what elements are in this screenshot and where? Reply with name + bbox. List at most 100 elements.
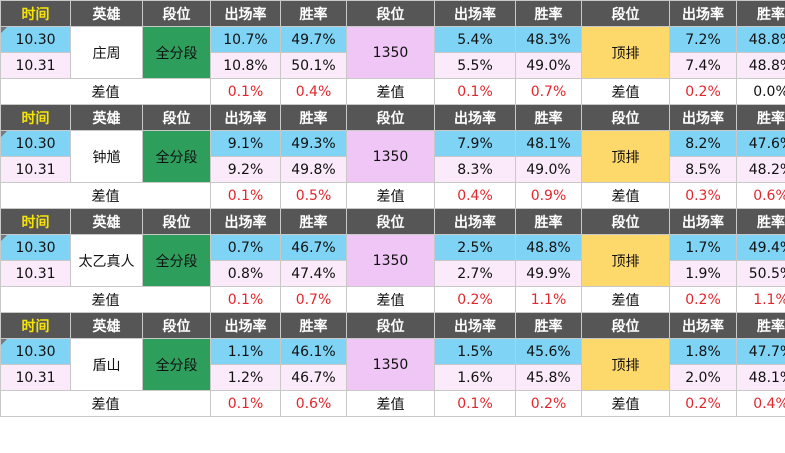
pick-rate-cell: 1.9%: [669, 260, 737, 287]
tier-top-label: 顶排: [581, 234, 670, 287]
header-time: 时间: [0, 104, 71, 131]
pick-rate-cell: 7.9%: [434, 130, 516, 157]
tier-all-label: 全分段: [142, 234, 211, 287]
win-rate-cell: 48.8%: [515, 234, 582, 261]
diff-row: 差值0.1%0.4%差值0.1%0.7%差值0.2%0.0%: [0, 78, 785, 105]
diff-win-cell: 1.1%: [736, 286, 785, 313]
pick-rate-cell: 1.5%: [434, 338, 516, 365]
date-cell: 10.30: [0, 338, 71, 365]
hero-name: 钟馗: [70, 130, 143, 183]
header-hero: 英雄: [70, 104, 143, 131]
diff-label: 差值: [0, 286, 211, 313]
diff-win-cell: 0.6%: [736, 182, 785, 209]
tier-all-label: 全分段: [142, 26, 211, 79]
win-rate-cell: 47.7%: [736, 338, 785, 365]
date-cell: 10.30: [0, 130, 71, 157]
date-cell: 10.31: [0, 364, 71, 391]
pick-rate-cell: 1.6%: [434, 364, 516, 391]
header-hero: 英雄: [70, 208, 143, 235]
diff-win-cell: 0.4%: [736, 390, 785, 417]
header-win-rate: 胜率: [515, 104, 582, 131]
header-pick-rate: 出场率: [434, 312, 516, 339]
pick-rate-cell: 9.1%: [210, 130, 281, 157]
header-win-rate: 胜率: [280, 0, 347, 27]
diff-win-cell: 0.9%: [515, 182, 582, 209]
header-row: 时间 英雄 段位 出场率 胜率 段位 出场率 胜率 段位 出场率 胜率: [0, 0, 785, 27]
win-rate-cell: 45.8%: [515, 364, 582, 391]
pick-rate-cell: 0.7%: [210, 234, 281, 261]
pick-rate-cell: 10.8%: [210, 52, 281, 79]
pick-rate-cell: 1.2%: [210, 364, 281, 391]
diff-pick-cell: 0.1%: [210, 78, 281, 105]
header-hero: 英雄: [70, 0, 143, 27]
diff-label: 差值: [346, 390, 435, 417]
hero-name: 太乙真人: [70, 234, 143, 287]
header-time: 时间: [0, 208, 71, 235]
data-row-10-30: 10.30 盾山 全分段 1.1% 46.1% 1350 1.5% 45.6% 顶排 1.8% 47…: [0, 338, 785, 391]
win-rate-cell: 48.2%: [736, 156, 785, 183]
diff-label: 差值: [581, 182, 670, 209]
pick-rate-cell: 9.2%: [210, 156, 281, 183]
header-pick-rate: 出场率: [669, 312, 737, 339]
diff-pick-cell: 0.1%: [434, 78, 516, 105]
diff-label: 差值: [0, 78, 211, 105]
win-rate-cell: 49.3%: [280, 130, 347, 157]
tier-1350-label: 1350: [346, 130, 435, 183]
diff-win-cell: 1.1%: [515, 286, 582, 313]
win-rate-cell: 49.4%: [736, 234, 785, 261]
diff-win-cell: 0.6%: [280, 390, 347, 417]
header-time: 时间: [0, 312, 71, 339]
diff-pick-cell: 0.2%: [669, 390, 737, 417]
header-tier: 段位: [346, 104, 435, 131]
diff-row: 差值0.1%0.6%差值0.1%0.2%差值0.2%0.4%: [0, 390, 785, 417]
header-pick-rate: 出场率: [669, 0, 737, 27]
pick-rate-cell: 7.2%: [669, 26, 737, 53]
header-tier: 段位: [346, 208, 435, 235]
tier-1350-label: 1350: [346, 234, 435, 287]
win-rate-cell: 49.8%: [280, 156, 347, 183]
header-row: 时间 英雄 段位 出场率 胜率 段位 出场率 胜率 段位 出场率 胜率: [0, 104, 785, 131]
header-pick-rate: 出场率: [210, 312, 281, 339]
header-pick-rate: 出场率: [669, 208, 737, 235]
win-rate-cell: 50.1%: [280, 52, 347, 79]
pick-rate-cell: 5.5%: [434, 52, 516, 79]
pick-rate-cell: 8.5%: [669, 156, 737, 183]
pick-rate-cell: 0.8%: [210, 260, 281, 287]
diff-win-cell: 0.7%: [515, 78, 582, 105]
header-win-rate: 胜率: [515, 208, 582, 235]
diff-pick-cell: 0.3%: [669, 182, 737, 209]
win-rate-cell: 46.7%: [280, 234, 347, 261]
pick-rate-cell: 7.4%: [669, 52, 737, 79]
diff-pick-cell: 0.2%: [669, 78, 737, 105]
header-win-rate: 胜率: [736, 0, 785, 27]
pick-rate-cell: 1.7%: [669, 234, 737, 261]
header-win-rate: 胜率: [280, 312, 347, 339]
diff-pick-cell: 0.2%: [434, 286, 516, 313]
header-tier: 段位: [142, 0, 211, 27]
diff-row: 差值0.1%0.5%差值0.4%0.9%差值0.3%0.6%: [0, 182, 785, 209]
diff-pick-cell: 0.1%: [210, 390, 281, 417]
date-cell: 10.30: [0, 26, 71, 53]
header-tier: 段位: [142, 312, 211, 339]
header-row: 时间 英雄 段位 出场率 胜率 段位 出场率 胜率 段位 出场率 胜率: [0, 312, 785, 339]
header-win-rate: 胜率: [736, 312, 785, 339]
diff-label: 差值: [581, 390, 670, 417]
win-rate-cell: 46.7%: [280, 364, 347, 391]
header-tier: 段位: [581, 104, 670, 131]
header-pick-rate: 出场率: [669, 104, 737, 131]
pick-rate-cell: 10.7%: [210, 26, 281, 53]
diff-pick-cell: 0.1%: [434, 390, 516, 417]
diff-label: 差值: [346, 286, 435, 313]
pick-rate-cell: 2.5%: [434, 234, 516, 261]
win-rate-cell: 49.7%: [280, 26, 347, 53]
tier-1350-label: 1350: [346, 338, 435, 391]
win-rate-cell: 47.4%: [280, 260, 347, 287]
header-tier: 段位: [142, 208, 211, 235]
diff-win-cell: 0.0%: [736, 78, 785, 105]
tier-all-label: 全分段: [142, 338, 211, 391]
header-tier: 段位: [142, 104, 211, 131]
header-hero: 英雄: [70, 312, 143, 339]
header-pick-rate: 出场率: [434, 104, 516, 131]
diff-pick-cell: 0.2%: [669, 286, 737, 313]
date-cell: 10.30: [0, 234, 71, 261]
